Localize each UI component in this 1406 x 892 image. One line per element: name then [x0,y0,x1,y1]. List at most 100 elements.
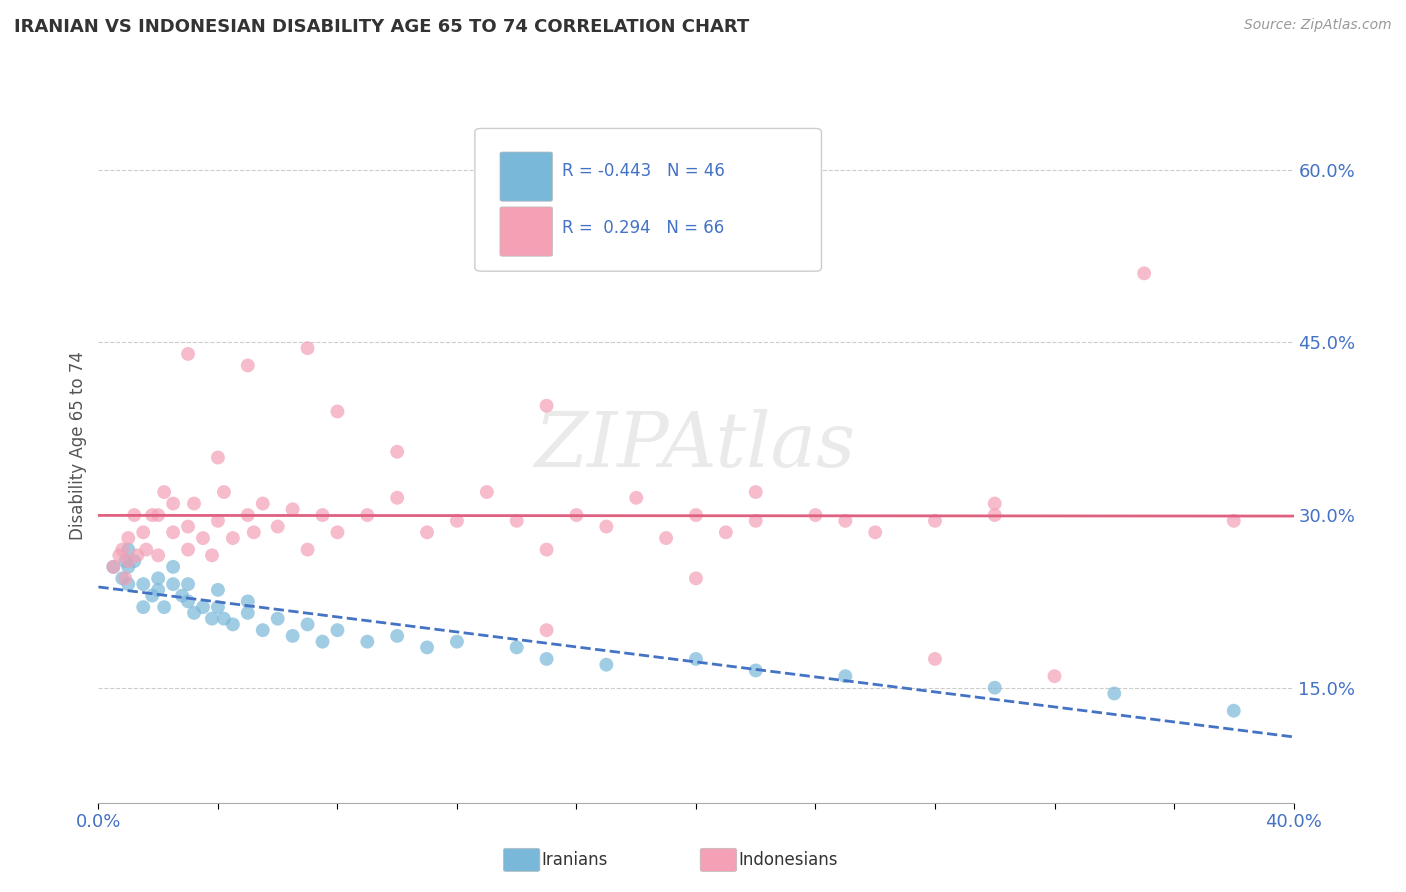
Point [114,554,136,568]
Point [626,491,648,505]
Point [162,577,184,591]
Point [1043,669,1066,683]
Point [326,623,349,637]
Point [356,508,378,522]
FancyBboxPatch shape [501,207,553,256]
Point [834,669,856,683]
Point [252,623,274,637]
Point [117,542,139,557]
Point [685,571,707,585]
Point [1104,686,1126,700]
Point [153,485,176,500]
Point [127,549,149,563]
Point [446,514,468,528]
Text: R = -0.443   N = 46: R = -0.443 N = 46 [562,162,725,180]
Point [117,577,139,591]
Point [416,525,439,540]
Point [536,652,558,666]
Point [236,594,259,608]
Point [236,606,259,620]
Point [267,519,290,533]
Point [685,652,707,666]
Point [148,571,170,585]
Point [191,531,214,545]
Point [141,589,163,603]
Point [924,514,946,528]
Point [191,600,214,615]
Point [148,549,170,563]
Point [924,652,946,666]
Point [834,514,856,528]
Point [114,571,136,585]
Point [183,606,205,620]
Point [804,508,827,522]
Point [385,444,409,458]
Point [124,508,146,522]
Point [148,508,170,522]
Y-axis label: Disability Age 65 to 74: Disability Age 65 to 74 [69,351,87,541]
Point [243,525,266,540]
Point [745,514,768,528]
Point [222,617,245,632]
Point [385,629,409,643]
Point [595,657,617,672]
FancyBboxPatch shape [501,152,553,202]
Point [108,549,131,563]
Point [153,600,176,615]
Point [103,559,125,574]
Point [281,502,304,516]
Point [111,571,134,585]
Point [222,531,245,545]
Point [124,554,146,568]
Point [177,519,200,533]
Point [565,508,588,522]
Point [162,497,184,511]
Point [252,497,274,511]
Point [1223,704,1246,718]
Point [212,612,235,626]
Point [267,612,290,626]
Point [207,582,229,597]
Point [984,681,1007,695]
Point [685,508,707,522]
Text: Indonesians: Indonesians [738,851,838,869]
Point [745,485,768,500]
Point [201,612,224,626]
Point [207,450,229,465]
Point [201,549,224,563]
Point [506,640,529,655]
Point [536,399,558,413]
Point [207,514,229,528]
Point [162,559,184,574]
Point [135,542,157,557]
Point [177,577,200,591]
Point [177,542,200,557]
Point [416,640,439,655]
Text: Source: ZipAtlas.com: Source: ZipAtlas.com [1244,18,1392,32]
Point [236,508,259,522]
Point [117,559,139,574]
Point [297,341,319,355]
Point [177,347,200,361]
Point [536,542,558,557]
Point [311,508,333,522]
Point [326,404,349,418]
Point [446,634,468,648]
Point [1133,266,1156,280]
Point [506,514,529,528]
Point [103,559,125,574]
FancyBboxPatch shape [475,128,821,271]
Point [311,634,333,648]
Point [326,525,349,540]
Point [183,497,205,511]
Point [111,542,134,557]
Point [148,582,170,597]
Point [536,623,558,637]
Point [297,617,319,632]
Point [132,525,155,540]
Point [172,589,194,603]
Point [475,485,498,500]
Point [865,525,887,540]
Point [141,508,163,522]
Point [162,525,184,540]
